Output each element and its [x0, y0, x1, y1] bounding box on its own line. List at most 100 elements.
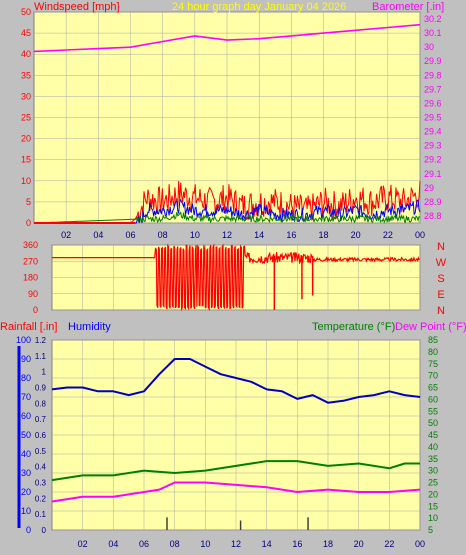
barometer-tick-label: 29.2	[424, 155, 442, 165]
rainfall-tick-label: 1.1	[35, 352, 47, 361]
x-tick-label: 02	[61, 230, 71, 240]
x-tick-label: 14	[254, 230, 264, 240]
barometer-tick-label: 29.3	[424, 141, 442, 151]
temperature-tick-label: 40	[428, 442, 438, 452]
barometer-tick-label: 29	[424, 183, 434, 193]
rainfall-tick-label: 1	[42, 368, 47, 377]
barometer-tick-label: 29.9	[424, 56, 442, 66]
compass-label: N	[437, 305, 445, 317]
x-tick-label: 00	[415, 539, 425, 549]
humidity-plot-series	[51, 358, 421, 530]
x-tick-label: 04	[93, 230, 103, 240]
x-tick-label: 10	[200, 539, 210, 549]
barometer-axis-label: Barometer [.in]	[372, 1, 444, 13]
direction-tick-label: 270	[23, 256, 38, 266]
x-tick-label: 20	[354, 539, 364, 549]
x-tick-label: 00	[415, 230, 425, 240]
x-tick-label: 16	[286, 230, 296, 240]
dewpoint-line	[51, 481, 421, 503]
windspeed-tick-label: 30	[21, 91, 31, 101]
compass-label: W	[436, 257, 447, 269]
temperature-tick-label: 80	[428, 347, 438, 357]
x-tick-label: 06	[139, 539, 149, 549]
wind-plot-ticks: 02 04 06 08 10 12 14 16 18 20 22 000510152025303540…	[21, 7, 442, 240]
windspeed-tick-label: 20	[21, 134, 31, 144]
barometer-tick-label: 30.1	[424, 28, 442, 38]
direction-tick-label: 360	[23, 240, 38, 250]
rainfall-tick-label: 0.5	[35, 447, 47, 456]
humidity-plot-ticks: 02 04 06 08 10 12 14 16 18 20 22 000102030405060708…	[16, 335, 438, 549]
windspeed-tick-label: 40	[21, 49, 31, 59]
humidity-plot-grid	[52, 339, 421, 531]
temperature-tick-label: 5	[428, 525, 433, 535]
chart-title: 24 hour graph day January 04 2026	[172, 1, 346, 13]
temperature-tick-label: 50	[428, 418, 438, 428]
humidity-tick-label: 30	[21, 468, 31, 478]
temperature-tick-label: 30	[428, 466, 438, 476]
wind-plot-series	[33, 23, 421, 224]
barometer-tick-label: 29.6	[424, 98, 442, 108]
temperature-tick-label: 25	[428, 478, 438, 488]
rainfall-tick-label: 0.1	[35, 510, 47, 519]
x-tick-label: 18	[318, 230, 328, 240]
humidity-line	[51, 358, 421, 404]
humidity-tick-label: 50	[21, 430, 31, 440]
x-tick-label: 10	[190, 230, 200, 240]
windspeed-tick-label: 35	[21, 70, 31, 80]
humidity-tick-label: 60	[21, 411, 31, 421]
humidity-tick-label: 90	[21, 354, 31, 364]
x-tick-label: 22	[384, 539, 394, 549]
barometer-tick-label: 28.9	[424, 197, 442, 207]
rainfall-tick-label: 1.2	[35, 336, 47, 345]
x-tick-label: 20	[351, 230, 361, 240]
x-tick-label: 22	[383, 230, 393, 240]
windspeed-axis-label: Windspeed [mph]	[34, 1, 120, 13]
humidity-tick-label: 80	[21, 373, 31, 383]
humidity-tick-label: 20	[21, 487, 31, 497]
direction-tick-label: 180	[23, 273, 38, 283]
barometer-tick-label: 29.4	[424, 127, 442, 137]
direction-plot-series	[52, 243, 420, 312]
dewpoint-axis-label: Dew Point (°F)	[395, 321, 466, 333]
barometer-tick-label: 30	[424, 42, 434, 52]
temperature-axis-label: Temperature (°F)	[312, 321, 395, 333]
rainfall-tick-label: 0.8	[35, 399, 47, 408]
direction-tick-label: 90	[28, 289, 38, 299]
temperature-tick-label: 10	[428, 513, 438, 523]
temperature-tick-label: 35	[428, 454, 438, 464]
rainfall-axis-label: Rainfall [.in]	[0, 321, 57, 333]
temperature-tick-label: 45	[428, 430, 438, 440]
barometer-tick-label: 29.7	[424, 84, 442, 94]
x-tick-label: 08	[158, 230, 168, 240]
wind-direction-line	[52, 243, 420, 312]
x-tick-label: 08	[170, 539, 180, 549]
compass-label: N	[437, 241, 445, 253]
x-tick-label: 12	[222, 230, 232, 240]
barometer-tick-label: 29.1	[424, 169, 442, 179]
x-tick-label: 14	[262, 539, 272, 549]
wind-low-line	[34, 211, 421, 224]
windspeed-tick-label: 10	[21, 176, 31, 186]
barometer-line	[33, 23, 421, 53]
temperature-tick-label: 70	[428, 371, 438, 381]
temperature-tick-label: 65	[428, 383, 438, 393]
temperature-tick-label: 75	[428, 359, 438, 369]
humidity-tick-label: 70	[21, 392, 31, 402]
rainfall-tick-label: 0.3	[35, 479, 47, 488]
direction-tick-label: 0	[33, 305, 38, 315]
x-tick-label: 04	[108, 539, 118, 549]
barometer-tick-label: 30.2	[424, 14, 442, 24]
rainfall-tick-label: 0.7	[35, 415, 47, 424]
windspeed-tick-label: 15	[21, 155, 31, 165]
temperature-tick-label: 55	[428, 406, 438, 416]
rainfall-tick-label: 0.2	[35, 494, 47, 503]
windspeed-tick-label: 45	[21, 28, 31, 38]
windspeed-tick-label: 25	[21, 113, 31, 123]
barometer-tick-label: 28.8	[424, 211, 442, 221]
temperature-tick-label: 85	[428, 335, 438, 345]
barometer-tick-label: 29.5	[424, 113, 442, 123]
rainfall-tick-label: 0.4	[35, 463, 47, 472]
